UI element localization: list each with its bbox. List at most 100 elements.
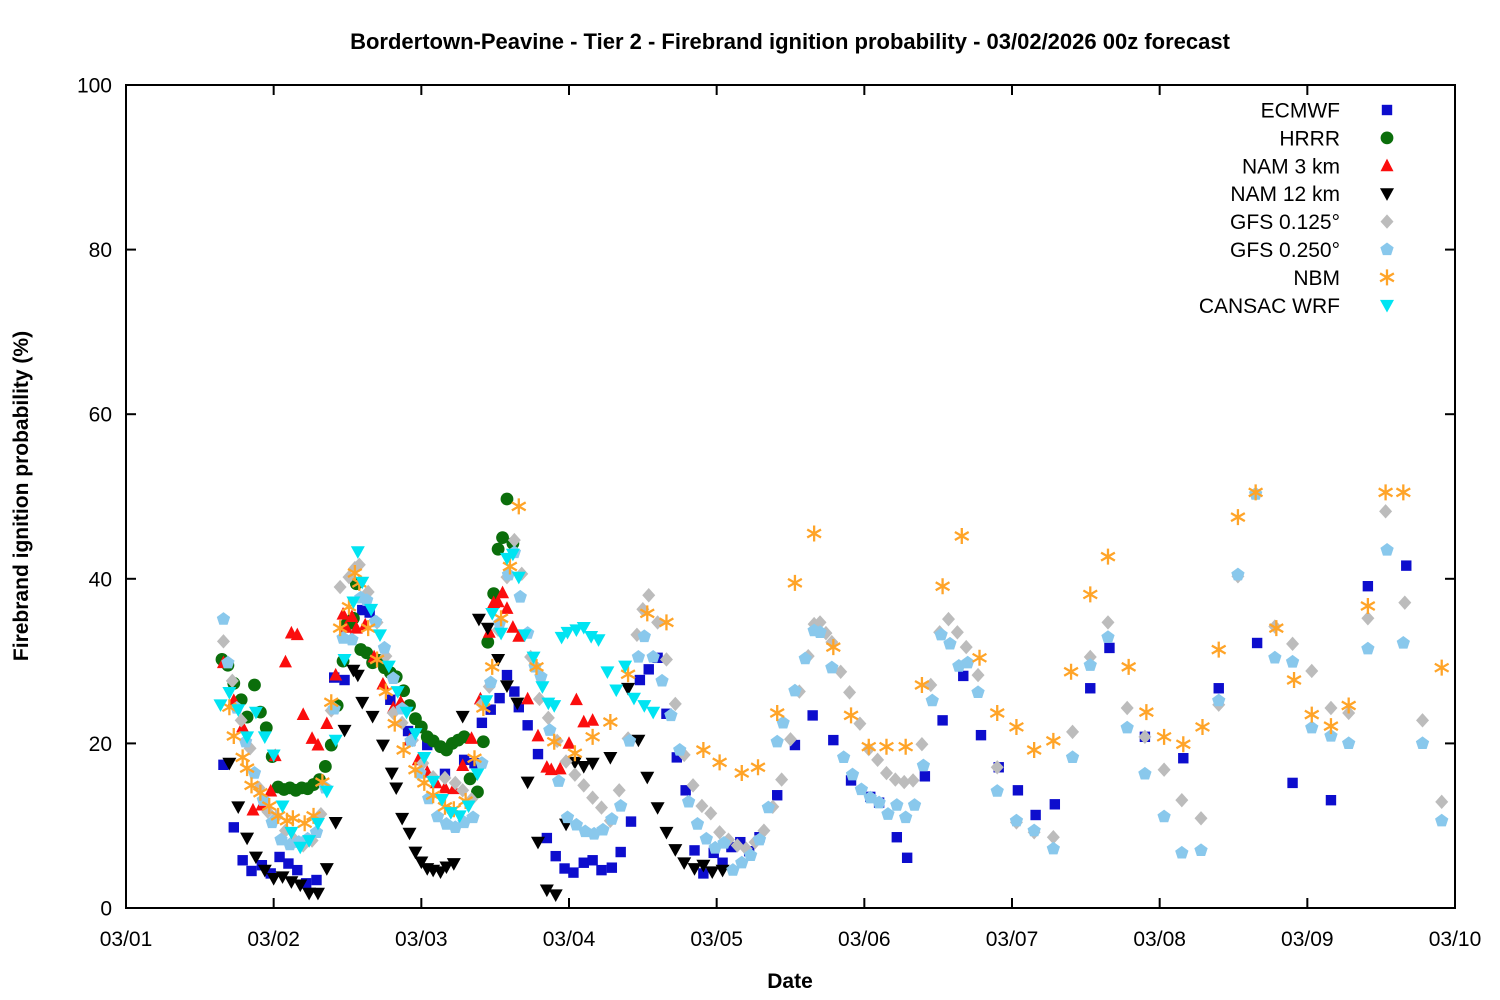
data-point: [562, 736, 576, 749]
data-point: [881, 807, 895, 820]
data-point: [231, 704, 246, 717]
data-point: [485, 704, 496, 715]
data-point: [1341, 697, 1357, 714]
data-point: [491, 654, 506, 667]
data-point: [897, 774, 911, 790]
data-point: [521, 691, 535, 705]
data-point: [879, 738, 894, 755]
data-point: [236, 719, 250, 733]
data-point: [726, 863, 740, 876]
data-point: [239, 760, 255, 777]
x-tick-label: 03/08: [1133, 928, 1186, 951]
data-point: [548, 889, 563, 903]
data-point: [466, 810, 480, 824]
data-point: [585, 728, 601, 745]
legend-label: NAM 12 km: [1230, 183, 1340, 206]
data-point: [1435, 813, 1449, 827]
data-point: [559, 754, 573, 769]
data-point: [499, 680, 514, 693]
data-point: [384, 767, 399, 781]
data-point: [750, 759, 766, 776]
data-point: [500, 601, 514, 614]
data-point: [377, 640, 392, 654]
data-point: [845, 767, 860, 781]
data-point: [507, 532, 521, 548]
data-point: [668, 844, 683, 857]
data-point: [586, 713, 600, 726]
data-point: [1379, 504, 1393, 519]
data-point: [989, 704, 1005, 721]
data-point: [1082, 586, 1098, 603]
data-point: [658, 614, 674, 631]
data-point: [640, 771, 655, 785]
x-tick-label: 03/07: [986, 928, 1039, 951]
data-point: [240, 832, 255, 846]
data-point: [221, 655, 235, 669]
data-point: [491, 594, 505, 608]
data-point: [328, 817, 343, 830]
data-point: [898, 738, 914, 755]
legend-entry-gfs-0-125-: GFS 0.125°: [1230, 211, 1394, 234]
data-point: [1012, 785, 1024, 796]
data-point: [226, 727, 242, 744]
data-point: [603, 751, 618, 765]
data-point: [959, 639, 973, 655]
data-point: [1175, 792, 1189, 808]
legend-entry-nam-12-km: NAM 12 km: [1230, 183, 1394, 206]
data-point: [543, 723, 557, 736]
data-point: [879, 765, 893, 781]
data-point: [417, 751, 432, 765]
data-point: [375, 739, 390, 753]
data-point: [757, 823, 771, 838]
data-point: [1063, 663, 1079, 680]
data-point: [636, 602, 650, 617]
legend: ECMWF HRRR NAM 3 km NAM 12 km GFS 0.125° GFS …: [1199, 100, 1395, 318]
data-point: [463, 772, 477, 786]
data-point: [1286, 672, 1302, 689]
data-point: [378, 683, 394, 700]
data-point: [587, 855, 598, 866]
data-point: [261, 797, 277, 814]
x-tick-label: 03/10: [1429, 928, 1482, 951]
data-point: [646, 649, 660, 663]
data-point: [971, 667, 985, 683]
data-point: [1268, 620, 1284, 637]
legend-label: NBM: [1293, 267, 1340, 290]
data-point: [346, 596, 361, 610]
data-point: [1342, 736, 1356, 750]
data-point: [615, 846, 626, 858]
data-point: [813, 615, 827, 630]
data-point: [520, 776, 535, 790]
data-point: [1305, 663, 1319, 679]
data-point: [1286, 636, 1300, 652]
data-point: [292, 864, 303, 876]
data-point: [934, 627, 948, 641]
data-point: [958, 670, 969, 682]
triangle-down-legend-icon: [1380, 299, 1394, 313]
data-point: [252, 784, 268, 801]
data-point: [680, 785, 691, 796]
data-point: [481, 635, 495, 649]
data-point: [614, 798, 628, 812]
data-point: [843, 685, 857, 700]
data-point: [734, 765, 750, 782]
data-point: [1231, 567, 1245, 581]
legend-label: ECMWF: [1261, 100, 1340, 123]
data-point: [1416, 713, 1430, 728]
data-point: [259, 721, 273, 735]
data-point: [784, 732, 797, 747]
data-point: [695, 798, 709, 814]
data-point: [954, 528, 970, 545]
data-point: [915, 737, 929, 752]
data-point: [1230, 509, 1246, 526]
data-point: [546, 733, 562, 750]
data-point: [642, 588, 656, 603]
data-point: [853, 716, 867, 731]
data-point: [695, 741, 711, 758]
data-point: [319, 863, 334, 876]
data-point: [355, 696, 370, 710]
data-point: [311, 874, 322, 886]
data-point: [357, 604, 368, 616]
x-tick-label: 03/03: [395, 928, 448, 951]
